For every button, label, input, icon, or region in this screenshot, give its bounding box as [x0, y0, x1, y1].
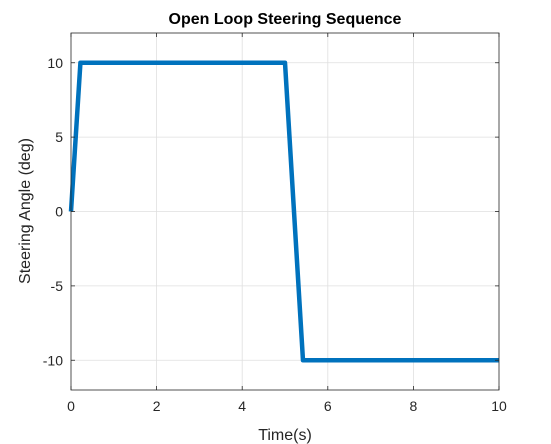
x-tick-label: 2 [153, 398, 161, 414]
chart-title: Open Loop Steering Sequence [169, 11, 402, 28]
y-axis-label: Steering Angle (deg) [17, 138, 34, 284]
x-tick-label: 0 [67, 398, 75, 414]
y-tick-label: 5 [55, 129, 63, 145]
x-tick-label: 10 [491, 398, 507, 414]
x-tick-label: 8 [410, 398, 418, 414]
x-tick-label: 6 [324, 398, 332, 414]
y-tick-label: 0 [55, 204, 63, 220]
x-tick-label: 4 [238, 398, 246, 414]
y-tick-label: -5 [51, 278, 64, 294]
y-tick-label: -10 [43, 352, 63, 368]
x-axis-label: Time(s) [258, 427, 312, 444]
x-tick-labels: 0 2 4 6 8 10 [67, 398, 507, 414]
y-tick-label: 10 [47, 55, 63, 71]
y-tick-labels: -10 -5 0 5 10 [43, 55, 63, 369]
